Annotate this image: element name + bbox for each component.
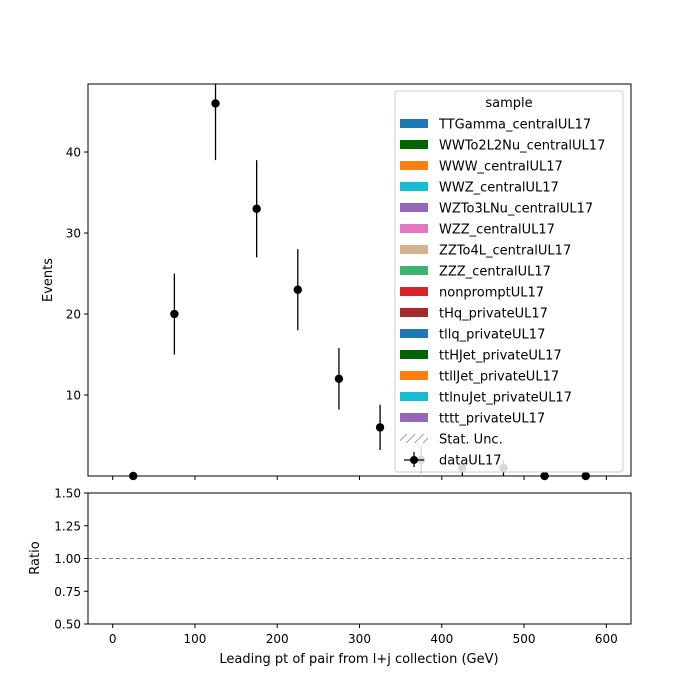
legend-entry: WWZ_centralUL17: [400, 181, 559, 196]
main-y-tick-label: 40: [66, 146, 81, 160]
legend-swatch: [400, 161, 428, 170]
legend-entry: tllq_privateUL17: [400, 328, 545, 343]
legend-label: WWTo2L2Nu_centralUL17: [439, 139, 605, 154]
main-y-ticks: 10 20 30 40: [66, 146, 88, 403]
data-point: [293, 285, 302, 294]
legend-entry: ttlnuJet_privateUL17: [400, 391, 572, 406]
legend-entry: Stat. Unc.: [400, 433, 503, 448]
legend-label: dataUL17: [439, 454, 502, 469]
legend-swatch: [400, 182, 428, 191]
x-tick-label: 0: [109, 632, 117, 646]
legend-swatch: [400, 371, 428, 380]
ratio-y-tick-label: 0.75: [54, 585, 81, 599]
legend-entry: tttt_privateUL17: [400, 412, 545, 427]
legend-label: tttt_privateUL17: [439, 412, 545, 427]
legend-swatch: [400, 413, 428, 422]
legend-title: sample: [485, 96, 532, 111]
legend-label: tHq_privateUL17: [439, 307, 548, 322]
legend-entry: TTGamma_centralUL17: [400, 118, 591, 133]
legend-entry: ZZZ_centralUL17: [400, 265, 551, 280]
legend-label: WWW_centralUL17: [439, 160, 563, 175]
x-tick-label: 100: [184, 632, 207, 646]
ratio-y-ticks: 0.50 0.75 1.00 1.25 1.50: [54, 487, 88, 632]
ratio-y-axis-label: Ratio: [28, 541, 43, 574]
legend-swatch: [400, 350, 428, 359]
legend-swatch: [400, 287, 428, 296]
legend-swatch: [400, 224, 428, 233]
data-point: [375, 423, 385, 432]
main-y-axis-label: Events: [41, 258, 56, 302]
legend-label: ttHJet_privateUL17: [439, 349, 562, 364]
legend-label: ttlnuJet_privateUL17: [439, 391, 572, 406]
legend-swatch: [400, 308, 428, 317]
data-point: [334, 374, 344, 384]
legend-label: WZZ_centralUL17: [439, 223, 555, 238]
legend-entry: WWTo2L2Nu_centralUL17: [400, 139, 605, 154]
legend-entry: ttllJet_privateUL17: [400, 370, 559, 385]
legend-entries: TTGamma_centralUL17 WWTo2L2Nu_centralUL17…: [400, 118, 605, 469]
ratio-y-tick-label: 1.50: [54, 487, 81, 501]
x-tick-label: 300: [348, 632, 371, 646]
legend-entry: tHq_privateUL17: [400, 307, 548, 322]
legend-entry: WZTo3LNu_centralUL17: [400, 202, 593, 217]
legend-swatch: [400, 119, 428, 128]
legend-swatch: [400, 245, 428, 254]
main-y-tick-label: 10: [66, 389, 81, 403]
main-x-ticks: [112, 476, 607, 480]
data-point: [211, 99, 220, 108]
ratio-x-ticks: 0 100 200 300 400 500 600: [109, 624, 618, 646]
x-axis-label: Leading pt of pair from l+j collection (…: [219, 652, 498, 667]
legend-box: [394, 90, 624, 473]
ratio-y-tick-label: 1.25: [54, 519, 81, 533]
legend-entry: WZZ_centralUL17: [400, 223, 555, 238]
data-point: [170, 309, 179, 319]
legend-hatch-swatch: [400, 434, 428, 443]
legend-swatch: [400, 329, 428, 338]
main-y-tick-label: 30: [66, 227, 81, 241]
ratio-panel: 0.50 0.75 1.00 1.25 1.50 0 100 200 300 400 500 600…: [28, 487, 632, 667]
x-tick-label: 400: [430, 632, 453, 646]
legend-swatch: [400, 203, 428, 212]
legend-entry: WWW_centralUL17: [400, 160, 563, 175]
legend-label: ttllJet_privateUL17: [439, 370, 559, 385]
legend-swatch: [400, 140, 428, 149]
legend-entry: dataUL17: [404, 452, 502, 469]
ratio-y-tick-label: 1.00: [54, 552, 81, 566]
legend-label: nonpromptUL17: [439, 286, 544, 301]
legend-label: WWZ_centralUL17: [439, 181, 559, 196]
legend: sample TTGamma_centralUL17 WWTo2L2Nu_cent…: [394, 90, 624, 473]
main-y-tick-label: 20: [66, 308, 81, 322]
legend-label: WZTo3LNu_centralUL17: [439, 202, 593, 217]
legend-label: ZZTo4L_centralUL17: [439, 244, 571, 259]
data-point: [252, 204, 261, 213]
legend-label: tllq_privateUL17: [439, 328, 545, 343]
legend-entry: ttHJet_privateUL17: [400, 349, 562, 364]
legend-label: ZZZ_centralUL17: [439, 265, 551, 280]
legend-marker-swatch: [410, 456, 418, 464]
legend-swatch: [400, 266, 428, 275]
legend-entry: nonpromptUL17: [400, 286, 544, 301]
ratio-y-tick-label: 0.50: [54, 618, 81, 632]
x-tick-label: 500: [513, 632, 536, 646]
legend-label: Stat. Unc.: [439, 433, 503, 448]
x-tick-label: 600: [595, 632, 618, 646]
main-panel: 10 20 30 40 Events: [41, 83, 632, 481]
legend-swatch: [400, 392, 428, 401]
legend-entry: ZZTo4L_centralUL17: [400, 244, 571, 259]
legend-label: TTGamma_centralUL17: [438, 118, 591, 133]
x-tick-label: 200: [266, 632, 289, 646]
